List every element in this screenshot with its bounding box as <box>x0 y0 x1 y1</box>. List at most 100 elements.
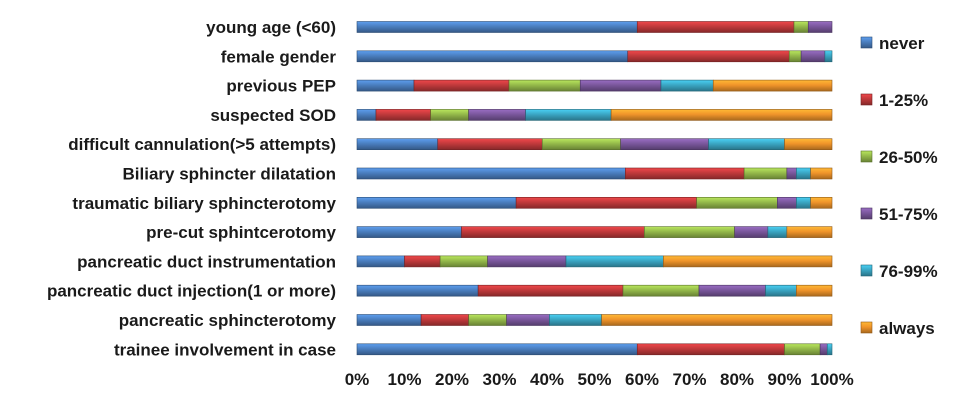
category-labels: young age (<60) female gender previous PEP… <box>47 18 337 359</box>
bar-segment-26-50% <box>743 167 788 180</box>
bar-segment-76-99% <box>565 255 664 268</box>
bar-segment-26-50% <box>439 255 488 268</box>
bar-segment-always <box>810 197 833 209</box>
bar-segment-never <box>356 226 462 238</box>
x-tick-label: 60% <box>625 370 659 389</box>
bar-segment-51-75% <box>819 343 828 356</box>
x-tick-label: 90% <box>767 370 801 389</box>
category-label: young age (<60) <box>206 18 336 37</box>
x-tick-label: 80% <box>720 370 754 389</box>
x-axis: 0% 10% 20% 30% 40% 50% 60% 70% 80% 90% 100% <box>345 370 854 389</box>
bar-segment-always <box>712 79 833 92</box>
legend-swatch <box>860 150 873 163</box>
bar-segment-1-25% <box>375 109 431 121</box>
bar-segment-76-99% <box>549 314 602 326</box>
bar-segment-1-25% <box>461 226 645 238</box>
bar-segment-never <box>356 21 638 33</box>
bar-segment-51-75% <box>800 50 826 63</box>
bar-segment-76-99% <box>826 343 833 356</box>
bar-segment-51-75% <box>786 167 797 180</box>
legend-swatch <box>860 264 873 277</box>
legend-label: 51-75% <box>879 205 938 224</box>
bar-segment-51-75% <box>807 21 833 33</box>
bar-segment-never <box>356 284 479 297</box>
category-label: pre-cut sphintcerotomy <box>146 223 336 242</box>
bar-segment-51-75% <box>487 255 567 268</box>
bar-segment-26-50% <box>508 79 581 92</box>
bar-segment-26-50% <box>622 284 700 297</box>
bar-segment-76-99% <box>796 197 811 209</box>
x-tick-label: 0% <box>345 370 370 389</box>
bar-segment-never <box>356 79 415 92</box>
bar-segment-26-50% <box>784 343 821 356</box>
x-tick-label: 70% <box>672 370 706 389</box>
bar-segment-1-25% <box>515 197 697 209</box>
bar-segment-never <box>356 314 422 326</box>
bar-segment-76-99% <box>765 284 797 297</box>
bar-segment-1-25% <box>477 284 624 297</box>
category-label: pancreatic duct injection(1 or more) <box>47 282 336 301</box>
bar-segment-1-25% <box>636 343 785 356</box>
bar-segment-never <box>356 109 377 121</box>
bar-segment-1-25% <box>420 314 469 326</box>
bar-segment-1-25% <box>627 50 790 63</box>
legend-label: 76-99% <box>879 262 938 281</box>
bar-segment-never <box>356 138 439 150</box>
x-tick-label: 30% <box>482 370 516 389</box>
x-tick-label: 10% <box>387 370 421 389</box>
bar-segment-26-50% <box>793 21 809 33</box>
bar-segment-never <box>356 343 638 356</box>
category-label: difficult cannulation(>5 attempts) <box>68 135 336 154</box>
bar-segment-never <box>356 255 405 268</box>
legend-label: never <box>879 34 925 53</box>
bar-segment-76-99% <box>708 138 785 150</box>
bar-segment-26-50% <box>696 197 778 209</box>
bar-segment-76-99% <box>796 167 811 180</box>
bar-segment-76-99% <box>767 226 788 238</box>
bar-segment-always <box>796 284 833 297</box>
bar-segment-1-25% <box>636 21 795 33</box>
bar-segment-51-75% <box>777 197 797 209</box>
legend-swatch <box>860 321 873 334</box>
bar-segment-51-75% <box>734 226 769 238</box>
bar-segment-51-75% <box>579 79 662 92</box>
legend-label: 26-50% <box>879 148 938 167</box>
bar-segment-always <box>601 314 833 326</box>
bar-segment-always <box>784 138 833 150</box>
bar-segment-1-25% <box>437 138 543 150</box>
bar-segment-1-25% <box>625 167 745 180</box>
legend-label: always <box>879 319 935 338</box>
x-tick-label: 40% <box>530 370 564 389</box>
x-tick-label: 20% <box>435 370 469 389</box>
legend-swatch <box>860 93 873 106</box>
x-tick-label: 50% <box>577 370 611 389</box>
bars-area <box>356 21 833 356</box>
legend: never 1-25% 26-50% 51-75% 76-99% always <box>860 34 938 338</box>
bar-segment-26-50% <box>468 314 507 326</box>
category-label: pancreatic duct instrumentation <box>77 252 336 271</box>
bar-segment-always <box>810 167 833 180</box>
bar-segment-26-50% <box>541 138 621 150</box>
bar-segment-76-99% <box>824 50 833 63</box>
category-label: pancreatic sphincterotomy <box>119 311 337 330</box>
bar-segment-never <box>356 50 629 63</box>
bar-segment-never <box>356 197 517 209</box>
bar-segment-76-99% <box>525 109 612 121</box>
legend-label: 1-25% <box>879 91 928 110</box>
bar-segment-51-75% <box>468 109 526 121</box>
bar-segment-76-99% <box>660 79 714 92</box>
bar-segment-1-25% <box>413 79 510 92</box>
bar-segment-51-75% <box>506 314 550 326</box>
bar-segment-always <box>786 226 833 238</box>
bar-segment-always <box>663 255 833 268</box>
bar-segment-never <box>356 167 626 180</box>
legend-swatch <box>860 207 873 220</box>
bar-segment-26-50% <box>788 50 802 63</box>
category-label: female gender <box>221 47 337 66</box>
bar-segment-1-25% <box>404 255 441 268</box>
x-tick-label: 100% <box>810 370 853 389</box>
bar-segment-51-75% <box>698 284 766 297</box>
category-label: suspected SOD <box>210 106 336 125</box>
bar-segment-26-50% <box>430 109 469 121</box>
